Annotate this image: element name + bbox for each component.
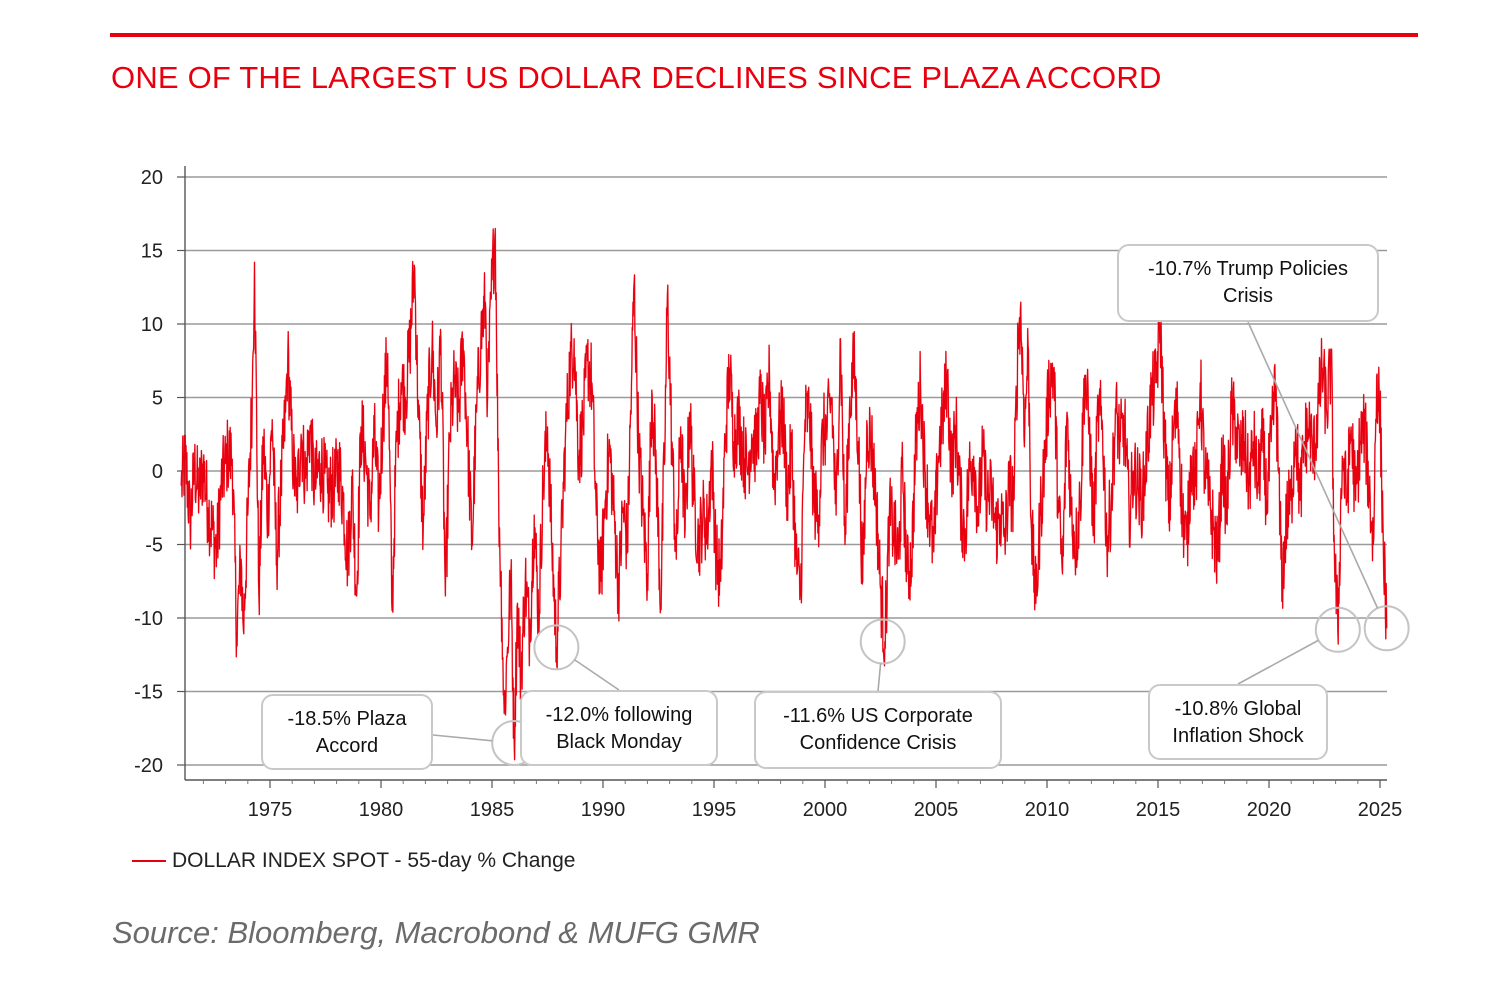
annotation-text: -10.8% Global [1174, 698, 1302, 720]
legend: DOLLAR INDEX SPOT - 55-day % Change [132, 848, 575, 874]
x-tick-label: 2005 [914, 799, 959, 821]
annotation-marker [1363, 605, 1410, 652]
annotation-text: -11.6% US Corporate [783, 705, 973, 727]
annotation-plaza-accord: -18.5% Plaza Accord [261, 694, 433, 770]
series-line [180, 227, 1388, 761]
source-note: Source: Bloomberg, Macrobond & MUFG GMR [112, 915, 760, 950]
y-tick-label: 10 [141, 314, 163, 336]
annotation-leader [574, 659, 620, 691]
x-tick-labels: 1975 1980 1985 1990 1995 2000 2005 2010 2015 2020… [248, 799, 1403, 821]
annotation-trump-policies: -10.7% Trump Policies Crisis [1117, 244, 1379, 322]
annotation-text: -12.0% following [545, 704, 693, 726]
annotation-text: -18.5% Plaza [287, 708, 407, 730]
y-tick-label: -5 [145, 535, 163, 557]
annotation-marker [533, 624, 580, 671]
annotation-leader [1247, 321, 1379, 609]
x-tick-label: 2010 [1025, 799, 1070, 821]
annotation-black-monday: -12.0% following Black Monday [520, 690, 718, 766]
y-tick-label: 15 [141, 241, 163, 263]
chart-title: ONE OF THE LARGEST US DOLLAR DECLINES SI… [111, 60, 1162, 95]
annotation-marker [859, 618, 906, 665]
top-rule [110, 33, 1418, 37]
y-tick-label: -20 [134, 755, 163, 777]
x-tick-label: 1975 [248, 799, 293, 821]
annotation-text: Confidence Crisis [799, 732, 957, 754]
annotation-leader [432, 734, 493, 742]
x-tick-label: 1995 [692, 799, 737, 821]
annotation-corporate-confidence: -11.6% US Corporate Confidence Crisis [754, 691, 1002, 769]
annotation-markers [491, 605, 1410, 766]
annotation-global-inflation: -10.8% Global Inflation Shock [1148, 684, 1328, 760]
y-tick-label: -15 [134, 682, 163, 704]
legend-swatch [132, 860, 166, 862]
annotation-leader [1237, 639, 1319, 685]
y-tick-label: -10 [134, 608, 163, 630]
annotation-marker [1314, 606, 1361, 653]
annotation-text: -10.7% Trump Policies [1147, 258, 1349, 280]
x-tick-label: 2015 [1136, 799, 1181, 821]
y-tick-label: 5 [152, 388, 163, 410]
annotation-text: Crisis [1223, 285, 1273, 307]
x-tick-label: 2000 [803, 799, 848, 821]
annotation-leader [877, 663, 882, 692]
legend-label: DOLLAR INDEX SPOT - 55-day % Change [172, 849, 576, 872]
x-tick-label: 2025 [1358, 799, 1403, 821]
x-tick-label: 1980 [359, 799, 404, 821]
y-tick-label: 20 [141, 167, 163, 189]
annotation-text: Black Monday [556, 731, 682, 753]
series-layer [180, 227, 1388, 761]
y-tick-label: 0 [152, 461, 163, 483]
x-tick-label: 1990 [581, 799, 626, 821]
x-tick-label: 2020 [1247, 799, 1292, 821]
annotation-text: Inflation Shock [1172, 725, 1304, 747]
annotation-text: Accord [315, 735, 379, 757]
axes [177, 166, 1387, 788]
y-tick-labels: 20 15 10 5 0 -5 -10 -15 -20 [134, 167, 163, 777]
annotation-leaders [432, 321, 1379, 742]
x-tick-label: 1985 [470, 799, 515, 821]
